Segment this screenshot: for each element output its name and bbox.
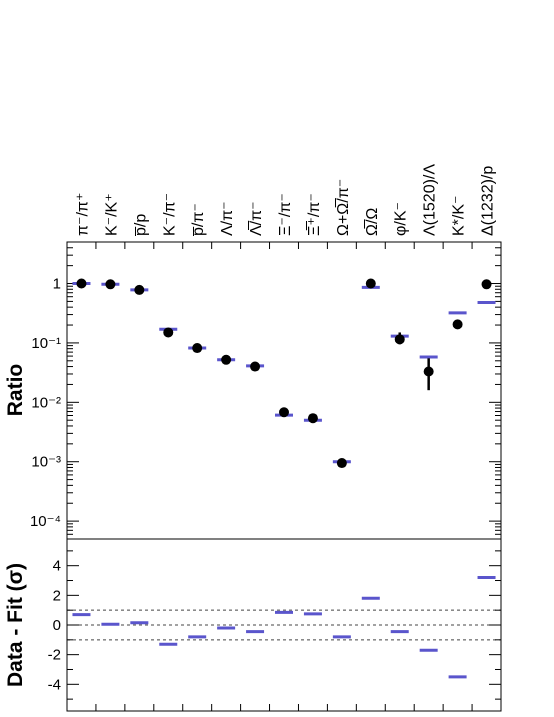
data-point [279,407,289,418]
data-point [192,343,203,354]
ratio-tick-label: 10⁻³ [31,454,61,471]
category-ticks [66,242,502,711]
data-point [394,334,405,345]
ratio-y-ticks: 1 10⁻¹ 10⁻² 10⁻³ 10⁻⁴ [30,241,501,540]
data-point [221,354,232,365]
data-point [481,279,492,290]
residual-tick-label: 2 [53,587,61,604]
residual-tick-label: -4 [48,676,61,693]
category-label: Λ(1520)/Λ [422,164,439,236]
category-label: π⁻/π⁺ [74,193,91,236]
residual-reference-lines [67,609,501,641]
residual-tick-label: 4 [53,558,61,575]
data-point [76,278,87,289]
ratio-y-axis-label: Ratio [4,364,27,417]
category-label: p̅/π⁻ [190,203,207,236]
category-label: K⁻/π⁻ [161,193,178,236]
residual-tick-label: 0 [53,617,61,634]
ratio-tick-label: 10⁻² [31,394,61,411]
residual-y-axis-label: Data - Fit (σ) [4,563,27,687]
ratio-tick-label: 10⁻¹ [31,335,61,352]
data-point [423,366,434,377]
ratio-tick-label: 1 [53,276,61,293]
category-label: Ω̅/Ω [363,208,381,236]
residual-marks [72,576,496,679]
category-label: Ξ⁻/π⁻ [277,193,294,236]
data-point [134,284,145,295]
ratio-tick-label: 10⁻⁴ [30,513,61,530]
category-label: Ξ̅⁺/π⁻ [305,193,323,236]
residual-tick-label: -2 [48,647,61,664]
ratio-panel-frame [66,241,502,540]
data-point [452,319,463,330]
data-point [163,327,174,338]
ratio-marks [72,278,496,469]
category-label: φ/K⁻ [393,202,410,236]
category-label: Λ/π⁻ [219,201,236,236]
category-label: Δ(1232)/p [480,166,497,236]
category-labels: π⁻/π⁺ K⁻/K⁺ p̅/p K⁻/π⁻ p̅/π⁻ Λ/π⁻ Λ̅/π⁻ Ξ⁻/π⁻ Ξ̅… [74,164,496,237]
residual-y-ticks: 4 2 0 -2 -4 [48,550,501,700]
data-point [105,279,116,290]
data-point [365,278,376,289]
residual-panel: 4 2 0 -2 -4 Data - Fit (σ) [4,538,502,712]
category-label: p̅/p [132,214,149,237]
category-label: Λ̅/π⁻ [247,201,265,236]
ratio-panel: 1 10⁻¹ 10⁻² 10⁻³ 10⁻⁴ Ratio [4,241,502,540]
data-point [307,413,318,424]
category-label: K*/K⁻ [451,196,468,236]
data-point [336,458,347,469]
category-label: K⁻/K⁺ [103,193,120,236]
data-point [250,361,261,372]
category-label: Ω+Ω̅/π⁻ [334,179,352,236]
